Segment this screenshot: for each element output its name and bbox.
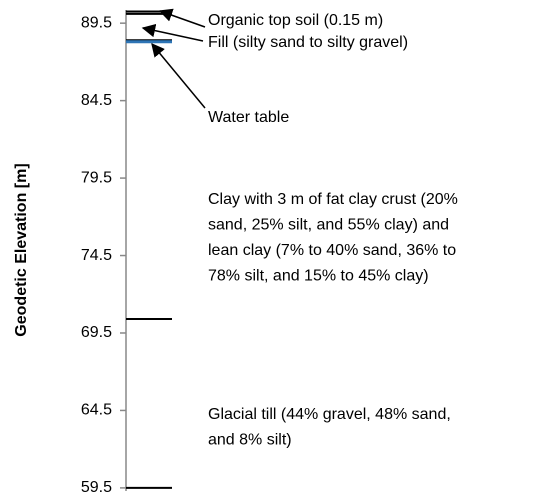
y-tick-label: 84.5 [81,92,112,109]
y-tick-label: 89.5 [81,14,112,31]
annotation: and 8% silt) [208,432,292,449]
annotation: Water table [208,109,289,126]
annotation: Organic top soil (0.15 m) [208,12,383,29]
y-tick-label: 64.5 [81,402,112,419]
y-tick-label: 74.5 [81,247,112,264]
annotation: 78% silt, and 15% to 45% clay) [208,268,429,285]
annotation: Glacial till (44% gravel, 48% sand, [208,406,451,423]
y-tick-label: 69.5 [81,324,112,341]
annotation: Clay with 3 m of fat clay crust (20% [208,191,458,208]
annotation: sand, 25% silt, and 55% clay) and [208,217,449,234]
y-tick-label: 79.5 [81,169,112,186]
annotation: Fill (silty sand to silty gravel) [208,34,408,51]
arrow [151,42,206,109]
arrow [141,23,204,42]
annotation: lean clay (7% to 40% sand, 36% to [208,242,456,259]
y-tick-label: 59.5 [81,479,112,496]
y-axis-label: Geodetic Elevation [m] [13,163,30,336]
